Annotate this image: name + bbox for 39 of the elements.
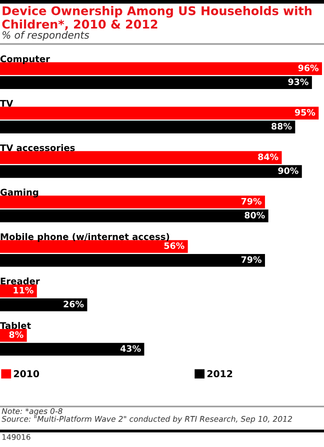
legend-label: 2010: [14, 370, 40, 378]
data-label: 8%: [9, 331, 24, 338]
legend-label: 2012: [207, 370, 232, 378]
bar: [0, 342, 144, 356]
y-tick-label: TV accessories: [0, 144, 75, 152]
bar: [0, 196, 265, 208]
chart-subtitle: % of respondents: [2, 31, 90, 41]
bar: [0, 151, 282, 164]
y-tick-label: TV: [0, 100, 14, 107]
bar: [0, 254, 265, 267]
data-label: 80%: [244, 212, 265, 218]
y-tick-label: Mobile phone (w/internet access): [0, 233, 170, 242]
bar: [0, 62, 322, 76]
data-label: 26%: [64, 300, 84, 308]
data-label: 95%: [294, 109, 316, 116]
bar: [0, 240, 188, 253]
data-label: 93%: [288, 78, 308, 86]
data-label: 79%: [241, 256, 262, 263]
bar: [0, 298, 88, 312]
y-tick-label: Computer: [0, 55, 50, 64]
bar: [0, 284, 37, 298]
data-label: 84%: [258, 153, 278, 160]
y-tick-label: Ereader: [0, 278, 40, 285]
bar: [0, 106, 319, 120]
chart-title: Device Ownership Among US Households with Children*, 2010 & 2012: [2, 6, 312, 30]
data-label: 96%: [298, 64, 318, 72]
data-label: 90%: [278, 167, 298, 174]
data-label: 88%: [272, 122, 292, 130]
bar: [0, 120, 296, 134]
data-label: 11%: [14, 286, 34, 294]
data-label: 56%: [164, 242, 184, 250]
bar: [0, 165, 302, 178]
y-tick-label: Gaming: [0, 188, 38, 198]
bar: [0, 328, 27, 342]
y-tick-label: Tablet: [0, 322, 31, 329]
data-label: 43%: [120, 345, 141, 352]
bar: [0, 76, 312, 89]
data-label: 79%: [241, 198, 262, 205]
bar: [0, 210, 268, 222]
